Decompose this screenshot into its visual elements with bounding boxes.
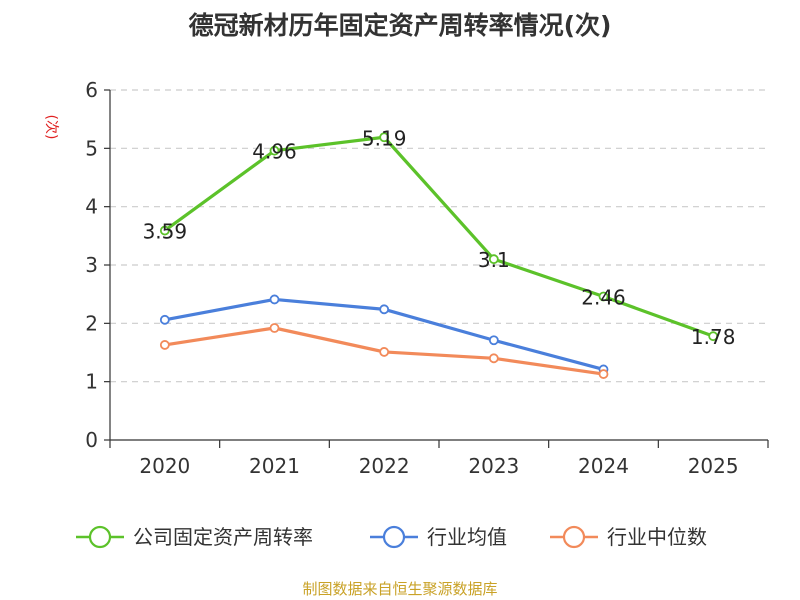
legend-marker bbox=[382, 525, 406, 549]
data-point bbox=[598, 369, 609, 379]
data-point bbox=[488, 254, 499, 265]
y-tick-label: 3 bbox=[85, 253, 98, 277]
chart-title: 德冠新材历年固定资产周转率情况(次) bbox=[188, 11, 612, 40]
y-tick-label: 0 bbox=[85, 428, 98, 452]
data-point bbox=[379, 132, 390, 143]
x-tick-label: 2023 bbox=[468, 454, 519, 478]
series-line bbox=[163, 135, 714, 338]
data-point bbox=[488, 353, 499, 364]
data-source-note: 制图数据来自恒生聚源数据库 bbox=[302, 580, 498, 598]
data-point bbox=[159, 225, 170, 236]
data-label: 5.19 bbox=[362, 126, 407, 150]
data-point bbox=[159, 340, 170, 350]
legend-marker bbox=[88, 525, 112, 549]
data-point bbox=[488, 335, 499, 346]
y-tick-label: 4 bbox=[85, 195, 98, 219]
data-point bbox=[598, 291, 609, 302]
x-tick-label: 2022 bbox=[359, 454, 410, 478]
x-tick-label: 2021 bbox=[249, 454, 300, 478]
data-point bbox=[708, 331, 719, 342]
legend-label: 行业中位数 bbox=[607, 525, 707, 549]
x-tick-label: 2025 bbox=[688, 454, 739, 478]
data-label: 2.46 bbox=[581, 286, 626, 310]
y-axis-label: (次) bbox=[43, 115, 59, 140]
data-point bbox=[269, 294, 280, 305]
legend-marker bbox=[562, 525, 586, 549]
data-point bbox=[159, 314, 170, 325]
data-point bbox=[269, 323, 280, 333]
y-tick-label: 6 bbox=[85, 78, 98, 102]
x-tick-label: 2020 bbox=[139, 454, 190, 478]
data-label: 3.1 bbox=[478, 248, 510, 272]
y-tick-label: 5 bbox=[85, 136, 98, 160]
data-point bbox=[379, 304, 390, 315]
data-label: 3.59 bbox=[143, 220, 188, 244]
data-point bbox=[269, 145, 280, 156]
data-label: 4.96 bbox=[252, 140, 297, 164]
x-tick-label: 2024 bbox=[578, 454, 629, 478]
legend-label: 公司固定资产周转率 bbox=[133, 525, 313, 549]
data-label: 1.78 bbox=[691, 325, 736, 349]
legend-label: 行业均值 bbox=[427, 525, 507, 549]
y-tick-label: 2 bbox=[85, 311, 98, 335]
data-point bbox=[379, 347, 390, 357]
y-tick-label: 1 bbox=[85, 370, 98, 394]
